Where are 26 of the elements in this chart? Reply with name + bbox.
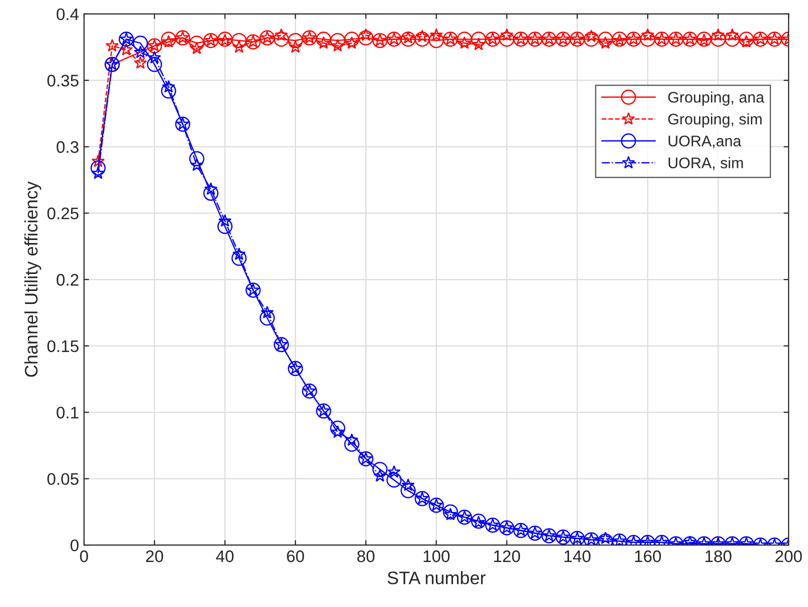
x-tick-label: 100 bbox=[424, 550, 450, 562]
y-axis-title: Channel Utility efficiency bbox=[24, 181, 42, 377]
x-tick-label: 140 bbox=[564, 550, 590, 562]
y-tick-label: 0.35 bbox=[47, 74, 78, 87]
y-tick-label: 0.4 bbox=[56, 8, 79, 20]
x-tick-label: 80 bbox=[357, 550, 374, 562]
y-tick-label: 0.3 bbox=[56, 141, 78, 153]
y-tick-label: 0 bbox=[70, 539, 79, 552]
legend-label: Grouping, sim bbox=[668, 113, 762, 128]
x-tick-label: 200 bbox=[776, 550, 802, 562]
legend-label: UORA,ana bbox=[668, 136, 742, 148]
legend-label: Grouping, ana bbox=[668, 91, 764, 106]
x-tick-label: 20 bbox=[146, 550, 164, 562]
y-tick-label: 0.2 bbox=[56, 274, 78, 286]
x-tick-label: 40 bbox=[216, 550, 234, 562]
legend-label: UORA, sim bbox=[668, 157, 743, 170]
x-axis-title: STA number bbox=[388, 571, 486, 584]
y-tick-label: 0.05 bbox=[47, 473, 78, 485]
x-tick-label: 60 bbox=[286, 550, 304, 562]
x-tick-label: 120 bbox=[494, 550, 520, 562]
x-tick-label: 180 bbox=[706, 550, 732, 562]
x-tick-label: 160 bbox=[635, 550, 661, 562]
x-tick-label: 0 bbox=[80, 550, 88, 562]
y-tick-label: 0.25 bbox=[47, 208, 78, 220]
y-tick-label: 0.15 bbox=[47, 340, 78, 352]
y-tick-label: 0.1 bbox=[56, 406, 78, 419]
